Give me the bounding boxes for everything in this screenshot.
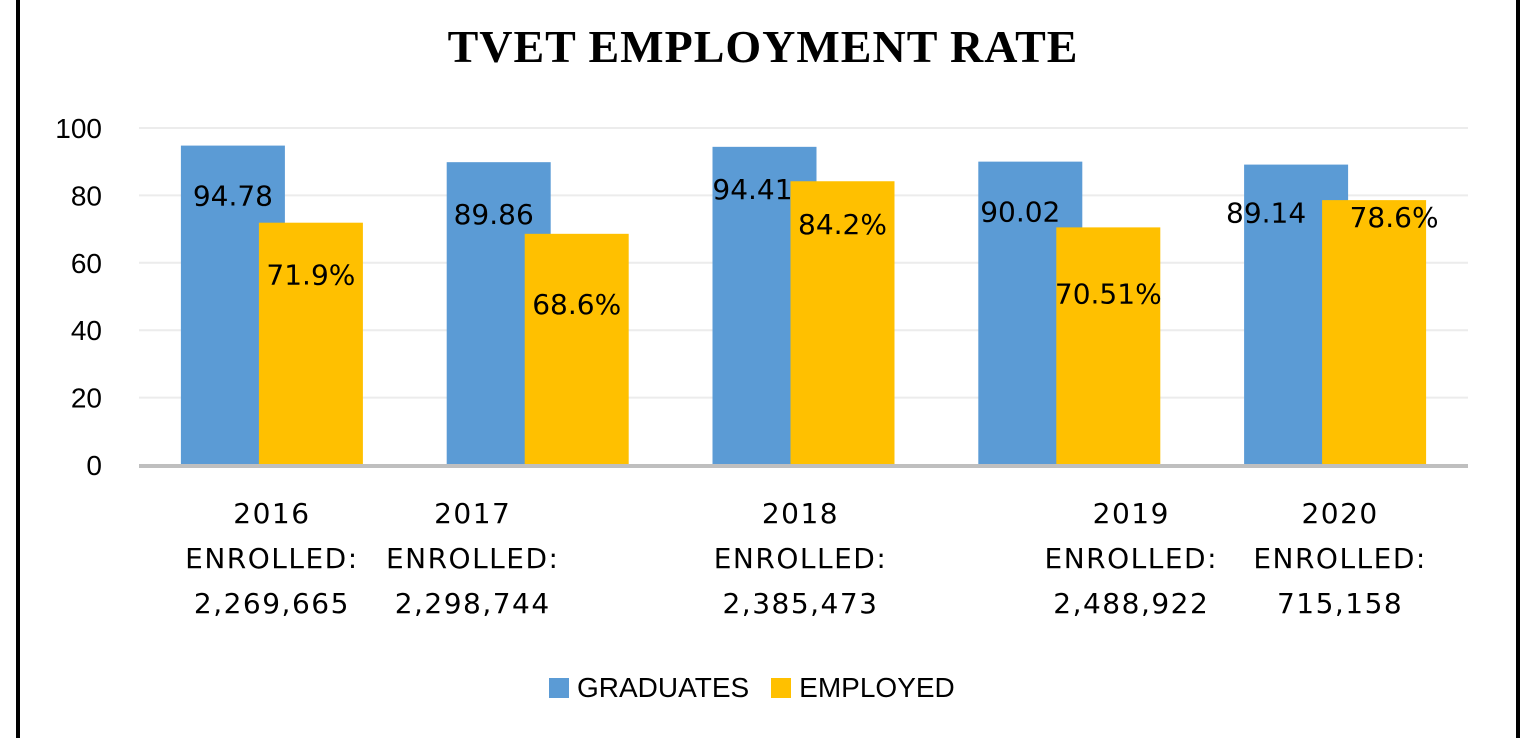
y-tick-label: 60: [71, 248, 102, 279]
chart-title: TVET EMPLOYMENT RATE: [447, 21, 1079, 72]
data-label-employed: 84.2%: [798, 208, 887, 241]
data-label-graduates: 94.78: [193, 180, 273, 213]
data-label-employed: 71.9%: [266, 259, 355, 292]
x-tick-label: ENROLLED:: [386, 542, 560, 575]
x-tick-label: 2017: [434, 497, 511, 530]
data-label-employed: 68.6%: [532, 288, 621, 321]
x-tick-label: 2018: [762, 497, 839, 530]
x-tick-label: 715,158: [1277, 587, 1403, 620]
x-tick-label: 2019: [1093, 497, 1170, 530]
x-tick-label: ENROLLED:: [1045, 542, 1219, 575]
y-tick-label: 100: [55, 113, 102, 144]
x-tick-label: ENROLLED:: [185, 542, 359, 575]
x-tick-label: 2,298,744: [395, 587, 551, 620]
bar-employed-2017: [524, 233, 629, 465]
legend: GRADUATES EMPLOYED: [549, 672, 977, 704]
data-label-graduates: 90.02: [980, 196, 1060, 229]
frame-right-border: [1516, 0, 1520, 738]
x-tick-label: 2016: [233, 497, 310, 530]
legend-item-employed: EMPLOYED: [771, 672, 955, 704]
x-tick-label: 2,269,665: [194, 587, 350, 620]
legend-swatch-graduates: [549, 678, 569, 698]
data-label-graduates: 94.41: [712, 173, 792, 206]
bar-employed-2018: [790, 181, 895, 465]
x-tick-label: 2,385,473: [722, 587, 878, 620]
y-tick-label: 0: [86, 450, 102, 481]
x-tick-label: ENROLLED:: [1253, 542, 1427, 575]
legend-label-employed: EMPLOYED: [799, 672, 955, 703]
x-tick-label: ENROLLED:: [714, 542, 888, 575]
legend-swatch-employed: [771, 678, 792, 698]
y-tick-label: 80: [71, 180, 102, 211]
bar-employed-2016: [258, 222, 363, 465]
bar-employed-2020: [1322, 200, 1427, 466]
data-label-employed: 78.6%: [1350, 201, 1439, 234]
x-tick-label: 2020: [1301, 497, 1378, 530]
y-tick-label: 20: [71, 383, 102, 414]
x-tick-label: 2,488,922: [1053, 587, 1209, 620]
bar-employed-2019: [1056, 227, 1161, 465]
data-label-graduates: 89.86: [454, 198, 534, 231]
data-label-employed: 70.51%: [1055, 277, 1162, 310]
data-label-graduates: 89.14: [1226, 197, 1306, 230]
legend-item-graduates: GRADUATES: [549, 672, 749, 704]
y-tick-label: 40: [71, 315, 102, 346]
legend-label-graduates: GRADUATES: [577, 672, 750, 703]
frame-left-border: [16, 0, 20, 738]
